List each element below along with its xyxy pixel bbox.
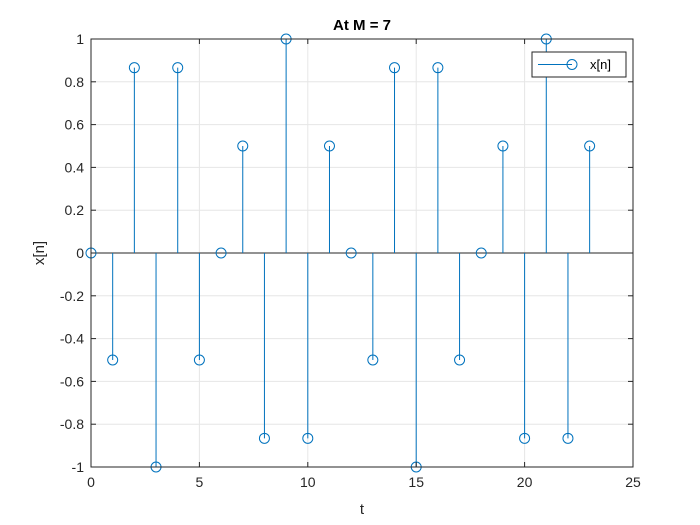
x-tick-labels: 0 5 10 15 20 25 <box>87 474 641 490</box>
y-tick-label: -1 <box>72 459 85 475</box>
y-tick-label: 1 <box>76 31 84 47</box>
legend: x[n] <box>531 51 627 78</box>
stem-marker <box>562 432 574 444</box>
legend-entry-label: x[n] <box>590 57 611 72</box>
y-tick-label: -0.2 <box>60 288 84 304</box>
x-axis-label: t <box>360 501 365 518</box>
y-tick-label: 0.4 <box>65 159 85 175</box>
x-tick-label: 5 <box>196 474 204 490</box>
y-tick-labels: -1 -0.8 -0.6 -0.4 -0.2 0 0.2 0.4 0.6 0.8 1 <box>60 31 84 475</box>
legend-box <box>531 51 627 78</box>
stem-marker <box>389 62 401 74</box>
legend-marker-icon <box>566 59 578 70</box>
y-tick-label: 0.2 <box>65 202 85 218</box>
stem-marker <box>193 354 205 366</box>
chart-title: At M = 7 <box>333 17 391 34</box>
stem-series <box>85 33 596 473</box>
stem-marker <box>454 354 466 366</box>
y-tick-label: -0.4 <box>60 331 84 347</box>
x-tick-label: 0 <box>87 474 95 490</box>
stem-marker <box>345 247 357 259</box>
y-tick-label: 0.6 <box>65 117 85 133</box>
y-tick-label: -0.6 <box>60 373 84 389</box>
stem-marker <box>237 140 249 152</box>
stem-marker <box>519 432 531 444</box>
x-tick-label: 15 <box>408 474 424 490</box>
stem-marker <box>128 62 140 74</box>
stem-marker <box>475 247 487 259</box>
y-tick-label: 0.8 <box>65 74 85 90</box>
y-tick-label: -0.8 <box>60 416 84 432</box>
stem-marker <box>323 140 335 152</box>
stem-marker <box>497 140 509 152</box>
x-tick-label: 25 <box>625 474 641 490</box>
stem-marker <box>258 432 270 444</box>
stem-marker <box>367 354 379 366</box>
stem-marker <box>302 432 314 444</box>
stem-marker <box>172 62 184 74</box>
x-tick-label: 20 <box>517 474 533 490</box>
stem-marker <box>215 247 227 259</box>
stem-marker <box>107 354 119 366</box>
ticks <box>90 38 634 468</box>
stem-marker <box>584 140 596 152</box>
stem-marker <box>432 62 444 74</box>
y-tick-label: 0 <box>76 245 84 261</box>
y-axis-label: x[n] <box>31 241 48 265</box>
x-tick-label: 10 <box>300 474 316 490</box>
